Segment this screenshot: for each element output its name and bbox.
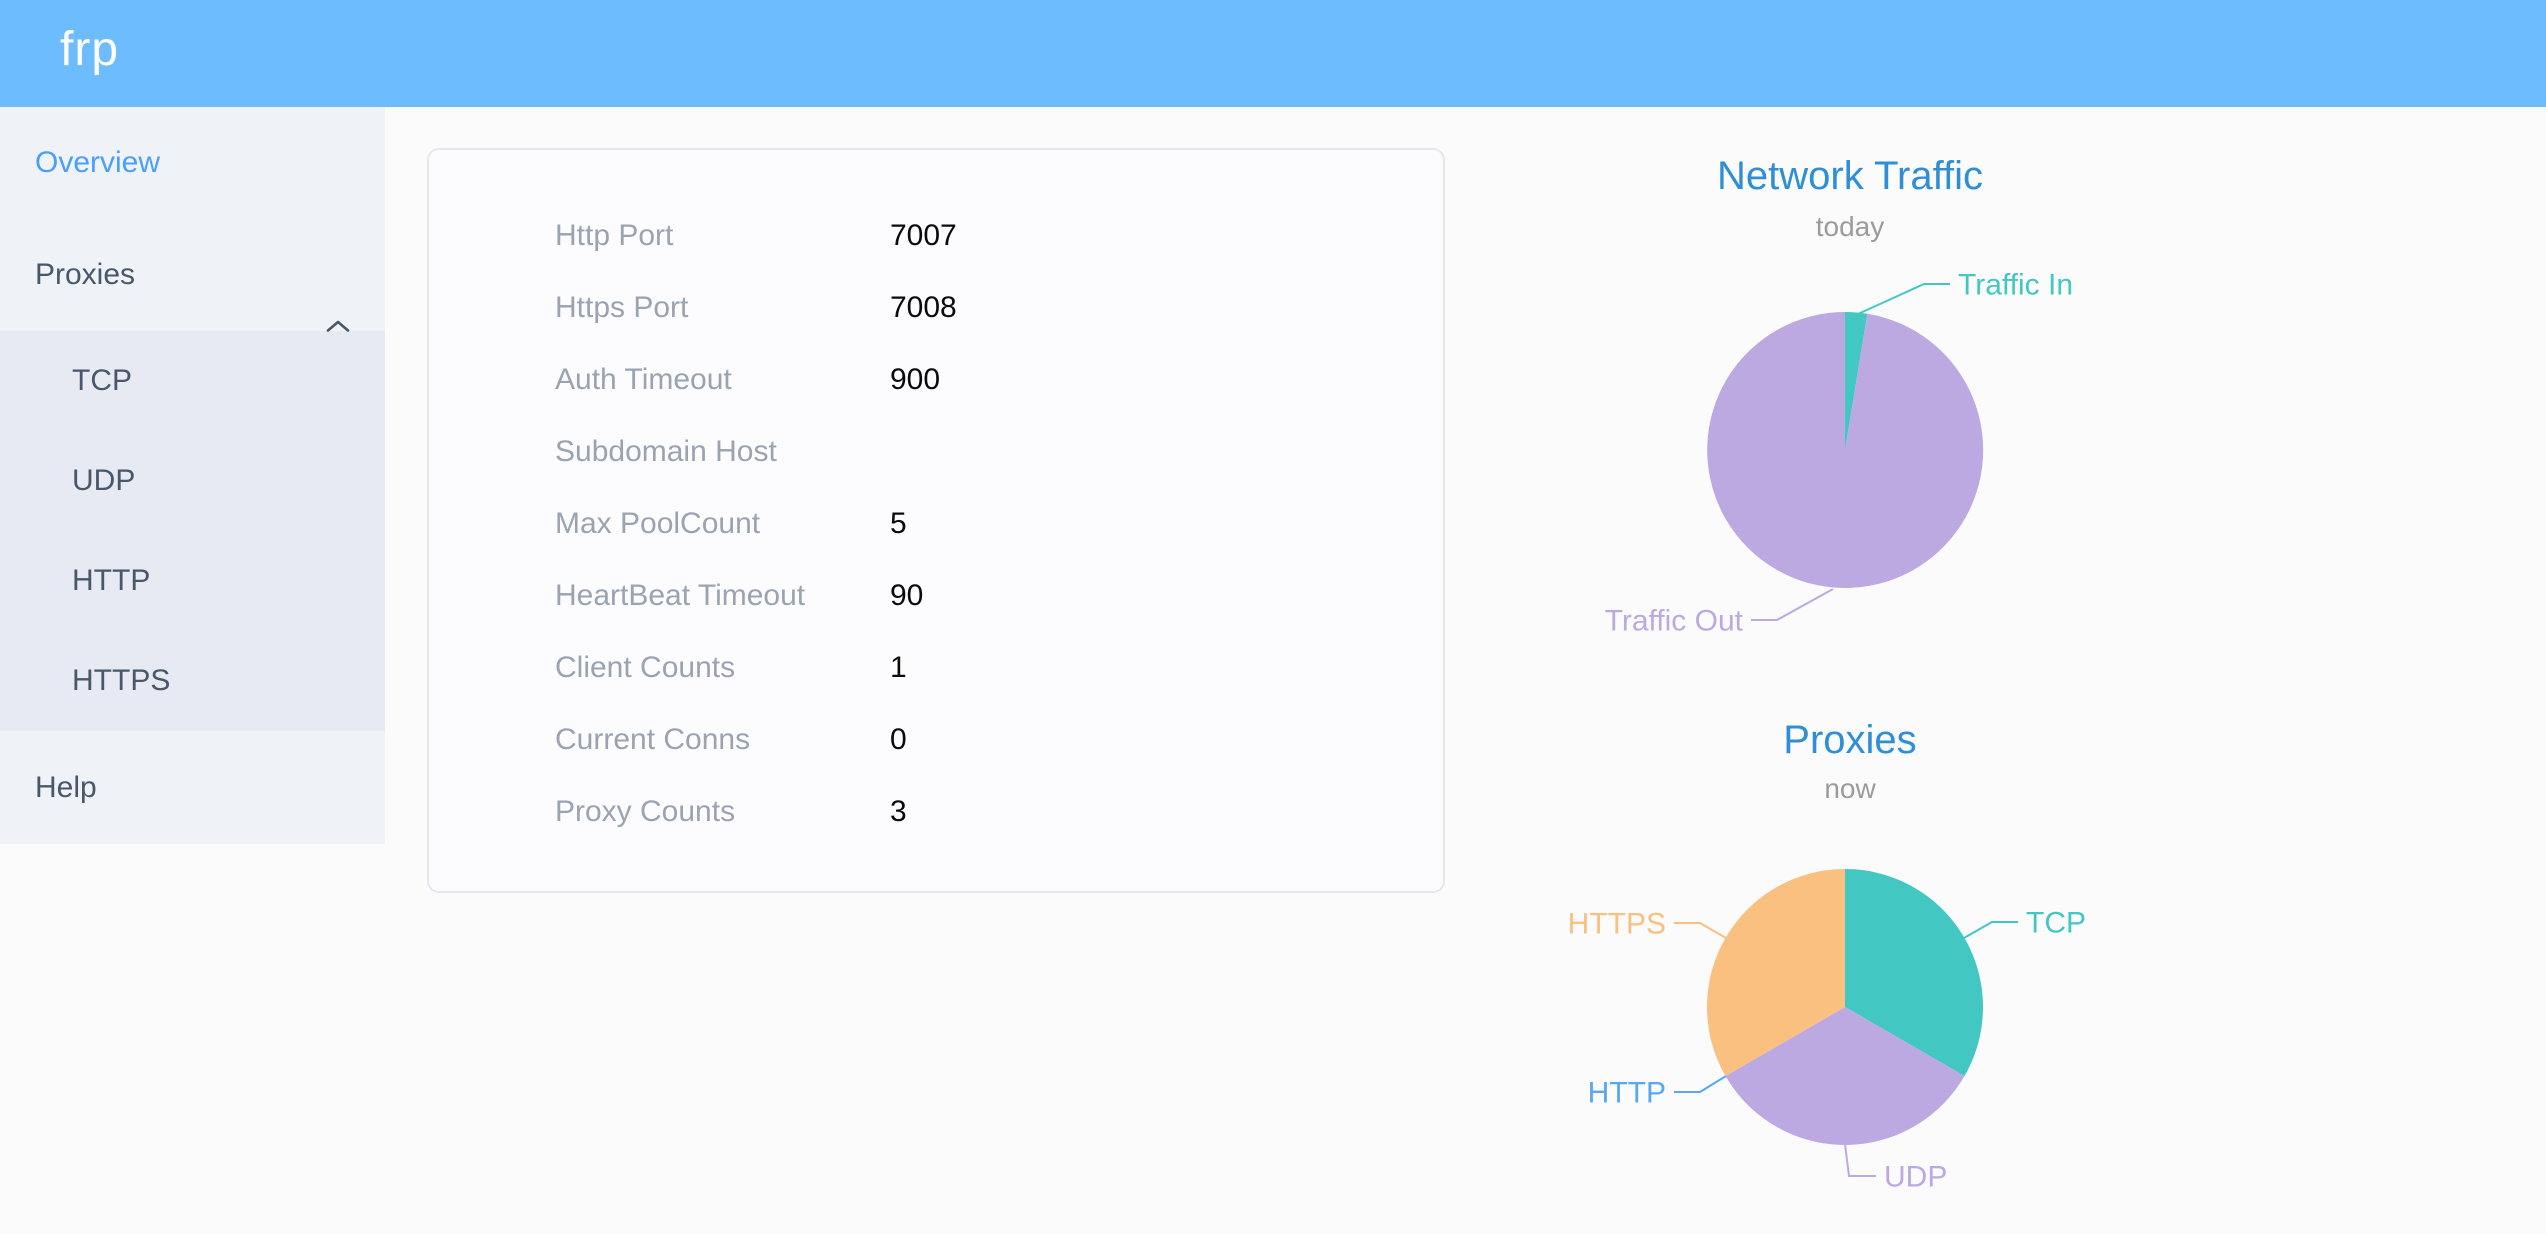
config-label: Max PoolCount <box>555 507 761 540</box>
config-row: Subdomain Host <box>429 416 1443 488</box>
chart-subtitle-proxies: now <box>1824 773 1876 804</box>
chart-subtitle-network-traffic: today <box>1815 211 1885 242</box>
config-value: 3 <box>890 795 907 828</box>
pie-label-http: HTTP <box>1588 1077 1666 1110</box>
sidebar: Overview Proxies TCP UDP HTTP HTTPS Help <box>0 107 385 844</box>
proxies-submenu: TCP UDP HTTP HTTPS <box>0 331 385 731</box>
config-value: 7007 <box>890 219 957 252</box>
sidebar-item-udp[interactable]: UDP <box>0 431 385 531</box>
config-row: Auth Timeout 900 <box>429 344 1443 416</box>
server-info-card: Http Port 7007 Https Port 7008 Auth Time… <box>427 148 1445 893</box>
pie-slice-udp[interactable] <box>1725 1007 1965 1145</box>
pie-label-tcp: TCP <box>2026 907 2086 940</box>
config-label: HeartBeat Timeout <box>555 579 806 612</box>
pie-label-line-traffic-in <box>1857 283 1950 315</box>
sidebar-item-proxies[interactable]: Proxies <box>0 219 385 332</box>
pie-label-line-traffic-out <box>1751 588 1834 621</box>
chart-title-network-traffic: Network Traffic <box>1717 154 1983 198</box>
sidebar-item-overview[interactable]: Overview <box>0 107 385 219</box>
config-row: Max PoolCount 5 <box>429 488 1443 560</box>
pie-slice-https[interactable] <box>1707 869 1845 1076</box>
pie-slice-tcp[interactable] <box>1845 869 1983 1076</box>
sidebar-item-label: Overview <box>35 146 161 179</box>
pie-label-line-https <box>1674 922 1727 939</box>
sidebar-item-label: HTTPS <box>72 664 171 697</box>
sidebar-item-label: Proxies <box>35 258 136 291</box>
config-row: Https Port 7008 <box>429 272 1443 344</box>
app-logo: frp <box>60 23 120 76</box>
pie-label-traffic-in: Traffic In <box>1958 269 2073 302</box>
config-row: Current Conns 0 <box>429 704 1443 776</box>
pie-slice-traffic-in[interactable] <box>1845 311 1868 450</box>
config-label: Subdomain Host <box>555 435 777 468</box>
sidebar-item-label: Help <box>35 771 97 804</box>
config-label: Current Conns <box>555 723 751 756</box>
config-label: Http Port <box>555 219 674 252</box>
config-row: HeartBeat Timeout 90 <box>429 560 1443 632</box>
config-label: Auth Timeout <box>555 363 732 396</box>
config-row: Client Counts 1 <box>429 632 1443 704</box>
config-row: Http Port 7007 <box>429 200 1443 272</box>
app-header: frp <box>0 0 2546 107</box>
pie-slice-traffic-out[interactable] <box>1707 312 1984 588</box>
config-value: 1 <box>890 651 907 684</box>
config-label: Client Counts <box>555 651 736 684</box>
config-row: Proxy Counts 3 <box>429 776 1443 848</box>
sidebar-item-help[interactable]: Help <box>0 731 385 844</box>
sidebar-item-tcp[interactable]: TCP <box>0 331 385 431</box>
chevron-up-icon <box>325 268 351 380</box>
pie-label-line-http <box>1674 1075 1727 1093</box>
config-value: 900 <box>890 363 941 396</box>
pie-label-https: HTTPS <box>1568 908 1666 941</box>
pie-label-line-tcp <box>1963 921 2018 939</box>
pie-label-traffic-out: Traffic Out <box>1605 605 1744 638</box>
config-value: 5 <box>890 507 907 540</box>
pie-label-line-udp <box>1844 1143 1876 1177</box>
config-label: Https Port <box>555 291 689 324</box>
sidebar-item-label: TCP <box>72 364 132 397</box>
sidebar-item-label: UDP <box>72 464 136 497</box>
config-value: 90 <box>890 579 924 612</box>
sidebar-item-http[interactable]: HTTP <box>0 531 385 631</box>
config-value: 0 <box>890 723 907 756</box>
config-value: 7008 <box>890 291 957 324</box>
sidebar-item-label: HTTP <box>72 564 151 597</box>
chart-title-proxies: Proxies <box>1783 718 1917 762</box>
config-label: Proxy Counts <box>555 795 736 828</box>
pie-label-udp: UDP <box>1884 1161 1947 1194</box>
sidebar-item-https[interactable]: HTTPS <box>0 631 385 731</box>
